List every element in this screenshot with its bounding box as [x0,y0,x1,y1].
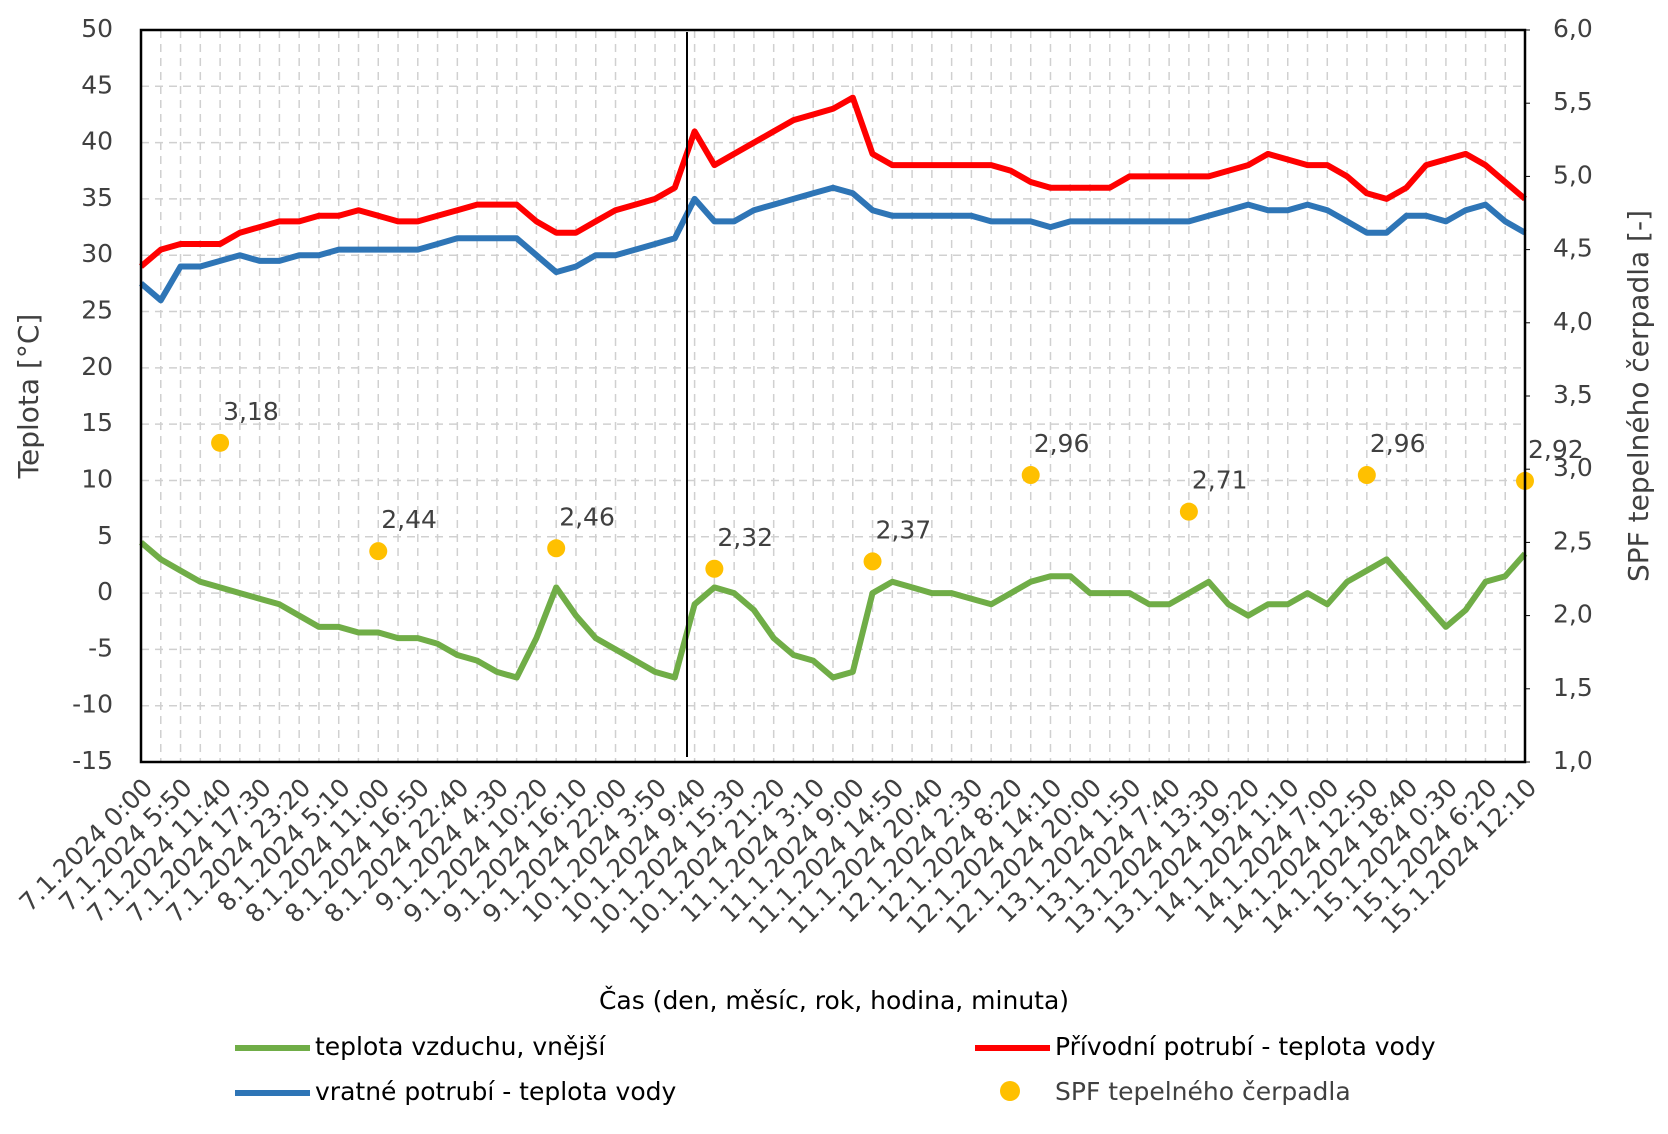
y2-tick-label: 2,0 [1553,600,1593,629]
data-label: 2,96 [1370,429,1426,458]
y2-tick-label: 5,0 [1553,160,1593,189]
legend-label: vratné potrubí - teplota vody [315,1077,677,1106]
y2-tick-label: 3,0 [1553,453,1593,482]
y2-tick-label: 1,5 [1553,673,1593,702]
x-axis-title: Čas (den, měsíc, rok, hodina, minuta) [599,985,1069,1015]
legend: teplota vzduchu, vnější Přívodní potrubí … [235,1032,1436,1106]
series-line [139,184,1527,304]
spf-point [369,542,388,561]
y2-tick-label: 1,0 [1553,746,1593,775]
data-label: 2,92 [1528,435,1584,464]
y-tick-label: 5 [97,521,113,550]
series-line [139,540,1528,681]
y2-tick-label: 5,5 [1553,87,1593,116]
legend-label: SPF tepelného čerpadla [1055,1077,1351,1106]
data-label: 2,46 [559,502,615,531]
legend-marker [1000,1081,1020,1101]
spf-point [863,552,882,571]
data-label: 2,96 [1034,429,1090,458]
y-axis-title: Teplota [°C] [12,314,45,480]
y2-tick-label: 6,0 [1553,14,1593,43]
y2-tick-label: 2,5 [1553,526,1593,555]
data-label: 2,37 [876,515,932,544]
y2-axis-title: SPF tepelného čerpadla [-] [1622,210,1655,582]
series-line [139,94,1527,269]
spf-point [1021,466,1040,485]
y-tick-label: 20 [81,352,113,381]
y2-tick-label: 4,0 [1553,307,1593,336]
y2-tick-label: 3,5 [1553,380,1593,409]
data-label: 2,32 [717,523,773,552]
y-tick-label: 40 [81,127,113,156]
y-tick-label: -10 [72,690,113,719]
y-tick-label: 0 [97,577,113,606]
y-tick-label: 10 [81,464,113,493]
y2-tick-label: 4,5 [1553,234,1593,263]
y-tick-label: 35 [81,183,113,212]
y-tick-label: 25 [81,296,113,325]
legend-label: Přívodní potrubí - teplota vody [1055,1032,1436,1061]
y-tick-label: 50 [81,14,113,43]
y-tick-label: 15 [81,408,113,437]
y-tick-label: -5 [88,633,113,662]
data-label: 3,18 [223,397,279,426]
data-label: 2,44 [381,505,437,534]
legend-label: teplota vzduchu, vnější [315,1032,606,1061]
spf-point [1357,466,1376,485]
spf-point [211,433,230,452]
y-tick-label: -15 [72,746,113,775]
spf-point [705,559,724,578]
y-tick-label: 30 [81,239,113,268]
y-tick-label: 45 [81,70,113,99]
grid [140,29,1526,763]
spf-point [1179,502,1198,521]
data-label: 2,71 [1192,466,1248,495]
plot [139,94,1534,681]
spf-point [547,539,566,558]
